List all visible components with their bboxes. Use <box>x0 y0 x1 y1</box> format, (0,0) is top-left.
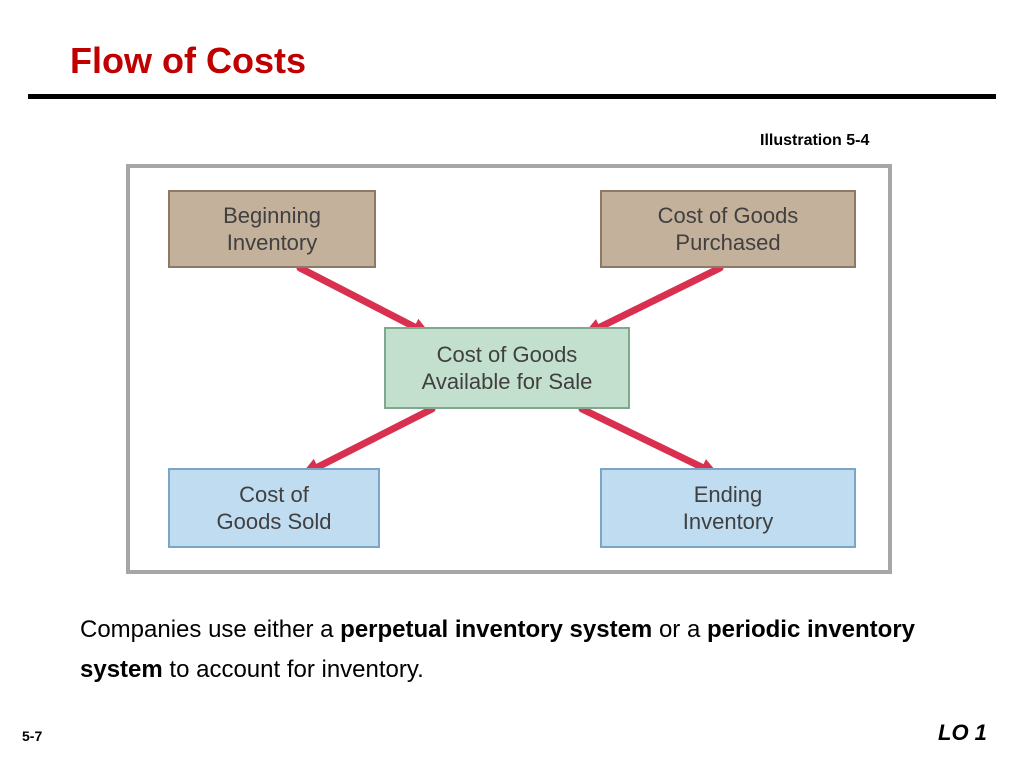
caption-part-bold: perpetual inventory system <box>340 616 652 643</box>
node-cost-goods-purchased: Cost of Goods Purchased <box>600 190 856 268</box>
page-number: 5-7 <box>22 728 42 744</box>
node-line: Purchased <box>602 229 854 257</box>
node-line: Goods Sold <box>170 508 378 536</box>
caption-part: to account for inventory. <box>169 656 423 683</box>
node-line: Cost of <box>170 481 378 509</box>
node-cost-goods-available: Cost of Goods Available for Sale <box>384 327 630 409</box>
slide: Flow of Costs Illustration 5-4 Beginning… <box>0 0 1024 768</box>
node-cost-goods-sold: Cost of Goods Sold <box>168 468 380 548</box>
caption-part: Companies use either a <box>80 616 340 643</box>
learning-objective: LO 1 <box>938 720 987 746</box>
node-line: Available for Sale <box>386 368 628 396</box>
node-ending-inventory: Ending Inventory <box>600 468 856 548</box>
caption: Companies use either a perpetual invento… <box>80 610 940 689</box>
node-line: Cost of Goods <box>386 341 628 369</box>
node-line: Inventory <box>170 229 374 257</box>
node-line: Inventory <box>602 508 854 536</box>
node-line: Ending <box>602 481 854 509</box>
node-beginning-inventory: Beginning Inventory <box>168 190 376 268</box>
caption-part: or a <box>659 616 707 643</box>
node-line: Beginning <box>170 202 374 230</box>
node-line: Cost of Goods <box>602 202 854 230</box>
